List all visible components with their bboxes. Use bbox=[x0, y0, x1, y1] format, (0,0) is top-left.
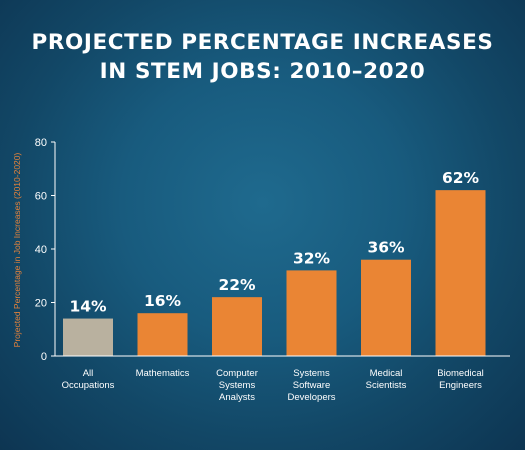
chart-title-line-1: PROJECTED PERCENTAGE INCREASES bbox=[31, 30, 494, 55]
category-label-line: Developers bbox=[287, 392, 335, 403]
category-label: Medical Scientists bbox=[366, 368, 407, 391]
category-label: All Occupations bbox=[62, 368, 115, 391]
y-tick-label: 60 bbox=[35, 191, 47, 203]
category-label: Mathematics bbox=[136, 368, 190, 379]
category-label: Biomedical Engineers bbox=[437, 368, 483, 391]
category-label-line: Software bbox=[293, 380, 331, 391]
bar-value-label: 62% bbox=[442, 169, 480, 187]
y-tick-label: 20 bbox=[35, 298, 47, 310]
category-label-line: Systems bbox=[219, 380, 256, 391]
bar bbox=[361, 259, 411, 356]
value-labels: 14% 16% 22% 32% 36% 62% bbox=[69, 169, 479, 315]
y-axis-ticks: 0 20 40 60 80 bbox=[35, 137, 55, 363]
chart-title: PROJECTED PERCENTAGE INCREASES IN STEM J… bbox=[0, 28, 525, 86]
category-label-line: Scientists bbox=[366, 380, 407, 391]
bar-value-label: 16% bbox=[144, 292, 182, 310]
category-label-line: All bbox=[83, 368, 94, 379]
bar-value-label: 22% bbox=[218, 276, 256, 294]
category-label: Systems Software Developers bbox=[287, 368, 335, 403]
category-label-line: Systems bbox=[293, 368, 330, 379]
bar bbox=[435, 190, 486, 356]
bar bbox=[286, 270, 337, 356]
bar bbox=[63, 318, 113, 356]
category-label-line: Mathematics bbox=[136, 368, 190, 379]
category-label-line: Biomedical bbox=[437, 368, 483, 379]
bar-value-label: 14% bbox=[69, 298, 107, 316]
category-label: Computer Systems Analysts bbox=[216, 368, 258, 403]
bar-value-label: 32% bbox=[293, 249, 331, 267]
y-axis-label: Projected Percentage in Job Increases (2… bbox=[12, 153, 22, 348]
category-label-line: Analysts bbox=[219, 392, 255, 403]
y-tick-label: 0 bbox=[41, 351, 47, 363]
y-tick-label: 40 bbox=[35, 244, 47, 256]
bar-value-label: 36% bbox=[367, 239, 405, 257]
category-label-line: Medical bbox=[370, 368, 403, 379]
bar bbox=[137, 313, 188, 356]
bar bbox=[212, 297, 262, 356]
category-label-line: Occupations bbox=[62, 380, 115, 391]
category-label-line: Engineers bbox=[439, 380, 482, 391]
bars bbox=[63, 190, 486, 356]
category-label-line: Computer bbox=[216, 368, 258, 379]
chart-title-line-2: IN STEM JOBS: 2010–2020 bbox=[99, 59, 426, 84]
y-tick-label: 80 bbox=[35, 137, 47, 149]
